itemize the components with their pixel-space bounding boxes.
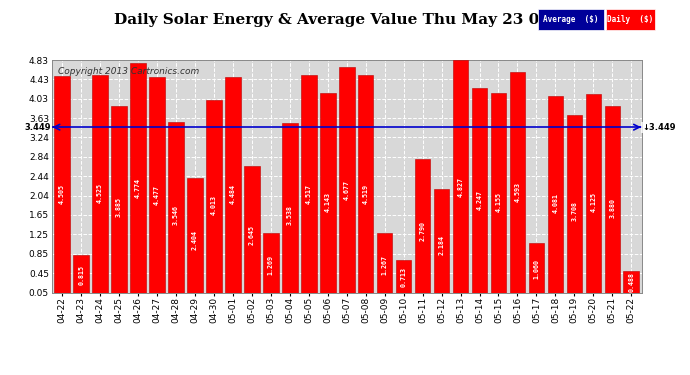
Text: 4.247: 4.247 <box>477 189 482 210</box>
Bar <box>320 93 335 295</box>
Text: 3.538: 3.538 <box>287 205 293 225</box>
Bar <box>472 88 487 295</box>
Text: 4.125: 4.125 <box>591 192 596 212</box>
Bar <box>434 189 449 295</box>
Text: 4.081: 4.081 <box>553 193 558 213</box>
Text: 4.677: 4.677 <box>344 180 350 200</box>
Bar <box>415 159 431 295</box>
Text: Daily Solar Energy & Average Value Thu May 23 05:56: Daily Solar Energy & Average Value Thu M… <box>114 13 576 27</box>
Text: 4.827: 4.827 <box>457 177 464 197</box>
Text: 4.525: 4.525 <box>97 183 103 204</box>
Text: 3.546: 3.546 <box>173 205 179 225</box>
Bar <box>149 77 165 295</box>
Bar <box>339 68 355 295</box>
Bar <box>510 72 525 295</box>
Bar <box>73 255 89 295</box>
Bar <box>396 260 411 295</box>
Text: 4.774: 4.774 <box>135 178 141 198</box>
Text: 3.885: 3.885 <box>116 198 122 217</box>
Bar <box>111 106 127 295</box>
Text: ↓3.449: ↓3.449 <box>642 123 676 132</box>
Text: 4.143: 4.143 <box>325 192 331 212</box>
Text: Copyright 2013 Cartronics.com: Copyright 2013 Cartronics.com <box>58 67 199 76</box>
Text: 3.449: 3.449 <box>25 123 51 132</box>
Text: 4.155: 4.155 <box>495 192 502 211</box>
Text: 2.404: 2.404 <box>192 230 198 250</box>
Text: 4.477: 4.477 <box>154 184 160 204</box>
Bar <box>187 178 203 295</box>
Text: 2.790: 2.790 <box>420 221 426 242</box>
Text: 0.488: 0.488 <box>629 272 634 292</box>
Text: 1.269: 1.269 <box>268 255 274 275</box>
Bar <box>358 75 373 295</box>
Bar <box>282 123 297 295</box>
Text: 4.517: 4.517 <box>306 184 312 204</box>
Text: 1.060: 1.060 <box>533 259 540 279</box>
Bar <box>92 75 108 295</box>
Bar <box>453 60 469 295</box>
Text: 4.519: 4.519 <box>363 184 368 204</box>
Bar <box>168 123 184 295</box>
Text: 3.708: 3.708 <box>571 201 578 221</box>
Bar <box>225 77 241 295</box>
Bar <box>529 243 544 295</box>
Bar <box>55 76 70 295</box>
Bar <box>263 233 279 295</box>
Bar <box>491 93 506 295</box>
Bar <box>244 166 259 295</box>
Bar <box>566 115 582 295</box>
Bar <box>301 75 317 295</box>
Text: 3.880: 3.880 <box>609 198 615 217</box>
Text: 4.593: 4.593 <box>515 182 520 202</box>
Bar <box>604 106 620 295</box>
Text: Daily  ($): Daily ($) <box>607 15 653 24</box>
Bar <box>206 100 221 295</box>
Text: 0.815: 0.815 <box>78 265 84 285</box>
Text: Average  ($): Average ($) <box>543 15 599 24</box>
Text: 1.267: 1.267 <box>382 255 388 275</box>
Text: 4.505: 4.505 <box>59 184 65 204</box>
Text: 2.184: 2.184 <box>439 235 444 255</box>
Text: 4.013: 4.013 <box>211 195 217 214</box>
Bar <box>586 94 601 295</box>
Bar <box>624 271 639 295</box>
Bar <box>377 233 393 295</box>
Text: 0.713: 0.713 <box>401 267 406 287</box>
Bar <box>130 63 146 295</box>
Bar <box>548 96 563 295</box>
Text: 4.484: 4.484 <box>230 184 236 204</box>
Text: 2.645: 2.645 <box>249 225 255 245</box>
